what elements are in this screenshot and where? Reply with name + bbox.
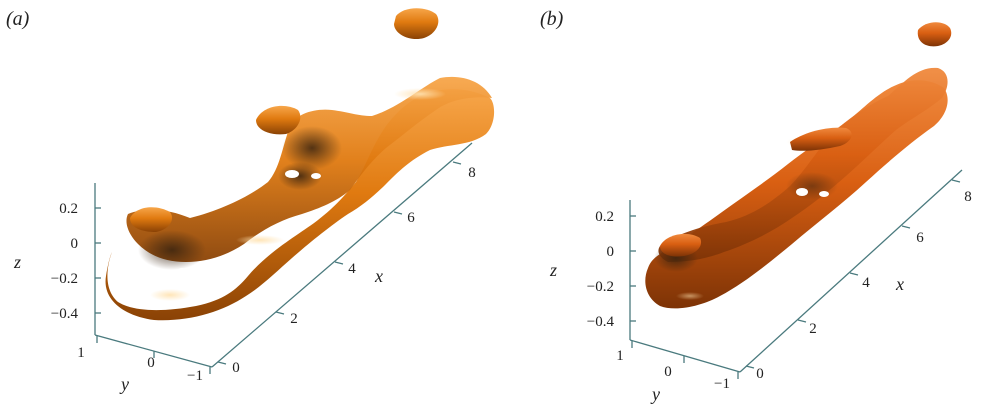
panel-a-isosurface — [105, 8, 495, 321]
panel-b-z-label: z — [549, 260, 557, 280]
tick-label: 0 — [756, 366, 764, 382]
tick-label: −1 — [714, 376, 730, 392]
panel-a-z-ticks: 0.2 0 −0.2 −0.4 — [51, 201, 79, 322]
panel-b-y-axis-line — [629, 339, 741, 373]
tick-label: 0 — [147, 355, 155, 371]
blob-b — [917, 22, 952, 47]
tick-label: 4 — [862, 275, 870, 291]
shade-a-3 — [278, 162, 322, 190]
panel-a-x-axis-line — [211, 142, 473, 368]
tick-label: 0 — [607, 244, 615, 260]
shade-a-2 — [282, 126, 342, 170]
panel-label-a: (a) — [6, 8, 30, 30]
panel-a-x-ticks: 0 2 4 6 8 — [232, 165, 476, 376]
hole-b-1 — [796, 188, 808, 196]
panel-b-x-ticks: 0 2 4 6 8 — [756, 189, 972, 382]
surface-tube-a — [105, 89, 495, 321]
shade-a-1 — [138, 230, 206, 270]
surface-strand-b — [658, 67, 948, 262]
blob-a — [394, 8, 439, 40]
tick-label: 8 — [468, 165, 476, 181]
panel-a-axes — [94, 142, 473, 374]
flap-b-2 — [790, 127, 852, 151]
hole-a-3 — [285, 170, 299, 178]
tick-label: 0.2 — [59, 201, 78, 217]
tick-label: −0.4 — [51, 306, 79, 322]
panel-b-y-ticks: 1 0 −1 — [616, 348, 730, 392]
panel-b-axes — [629, 169, 963, 379]
tick-label: −1 — [187, 368, 203, 384]
tick-label: 1 — [616, 348, 624, 364]
panel-b-isosurface — [645, 22, 952, 309]
highlight-a-2 — [394, 88, 446, 100]
tick-label: 2 — [290, 311, 298, 327]
tick-label: 2 — [809, 321, 817, 337]
tick-label: 0.2 — [595, 209, 614, 225]
tick-label: 4 — [348, 261, 356, 277]
tick-label: 0 — [71, 236, 79, 252]
highlight-b-2 — [676, 292, 704, 300]
shade-b-2 — [786, 172, 838, 200]
panel-b-x-axis-line — [739, 169, 963, 373]
tick-label: 0 — [664, 364, 672, 380]
flap-a-1 — [130, 207, 173, 232]
tick-label: 8 — [964, 189, 972, 205]
panel-a-x-label: x — [374, 266, 383, 286]
panel-label-b: (b) — [540, 8, 564, 30]
panel-b: (b) 0.2 0 −0.2 −0.4 z — [540, 8, 972, 404]
panel-a-y-label: y — [119, 374, 129, 394]
flap-a-2 — [256, 105, 301, 135]
panel-b-y-label: y — [650, 384, 660, 404]
panel-a-z-label: z — [13, 252, 21, 272]
tick-label: 0 — [232, 360, 240, 376]
panel-a-y-ticks: 1 0 −1 — [77, 345, 203, 384]
flap-b-1 — [660, 233, 702, 257]
tick-label: 1 — [77, 345, 85, 361]
tick-label: −0.4 — [587, 314, 615, 330]
hole-a-1 — [150, 271, 166, 281]
hole-b-2 — [819, 191, 829, 197]
highlight-a-3 — [236, 235, 284, 245]
hole-a-4 — [311, 173, 321, 179]
panel-b-z-ticks: 0.2 0 −0.2 −0.4 — [587, 209, 615, 330]
panel-a: (a) 0.2 0 −0.2 −0.4 — [6, 8, 495, 394]
hole-a-2 — [177, 268, 187, 276]
tick-label: −0.2 — [587, 279, 614, 295]
panel-b-x-label: x — [895, 274, 904, 294]
tick-label: 6 — [407, 210, 415, 226]
tick-label: −0.2 — [51, 271, 78, 287]
tick-label: 6 — [916, 230, 924, 246]
highlight-a-1 — [150, 289, 190, 301]
